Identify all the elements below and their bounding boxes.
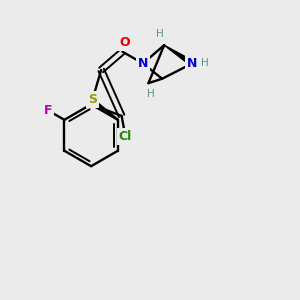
Text: O: O <box>119 36 130 49</box>
Text: H: H <box>201 58 208 68</box>
Text: Cl: Cl <box>119 130 132 143</box>
Text: S: S <box>88 93 97 106</box>
Text: N: N <box>187 57 197 70</box>
Text: N: N <box>138 57 148 70</box>
Text: F: F <box>44 104 52 117</box>
Text: H: H <box>147 89 155 99</box>
Text: H: H <box>156 29 164 39</box>
Polygon shape <box>164 45 194 66</box>
